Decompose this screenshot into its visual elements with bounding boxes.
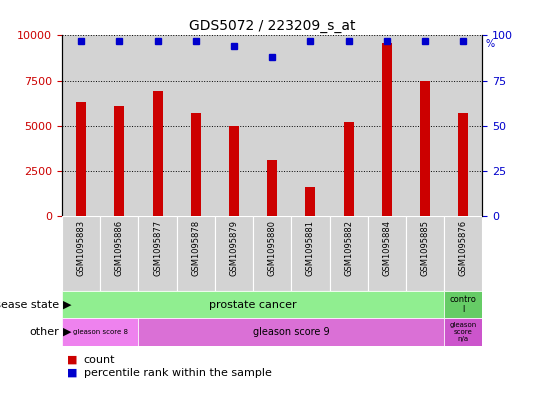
Bar <box>215 35 253 216</box>
Text: percentile rank within the sample: percentile rank within the sample <box>84 367 272 378</box>
Bar <box>291 216 329 291</box>
Bar <box>100 35 139 216</box>
Text: prostate cancer: prostate cancer <box>209 299 297 310</box>
Text: GSM1095885: GSM1095885 <box>420 220 430 276</box>
Bar <box>139 318 444 346</box>
Bar <box>382 42 392 216</box>
Text: GSM1095883: GSM1095883 <box>77 220 86 276</box>
Bar <box>406 216 444 291</box>
Bar <box>368 35 406 216</box>
Bar <box>406 35 444 216</box>
Text: GSM1095879: GSM1095879 <box>230 220 238 276</box>
Bar <box>62 318 139 346</box>
Bar <box>139 35 177 216</box>
Bar <box>177 35 215 216</box>
Bar <box>62 216 100 291</box>
Bar <box>139 216 177 291</box>
Bar <box>329 35 368 216</box>
Bar <box>444 35 482 216</box>
Text: disease state: disease state <box>0 299 59 310</box>
Bar <box>344 122 354 216</box>
Text: gleason score 9: gleason score 9 <box>253 327 330 337</box>
Bar <box>114 106 125 216</box>
Bar <box>177 216 215 291</box>
Bar <box>253 35 291 216</box>
Text: ▶: ▶ <box>63 327 72 337</box>
Bar <box>329 216 368 291</box>
Text: GSM1095881: GSM1095881 <box>306 220 315 276</box>
Bar <box>62 35 100 216</box>
Bar <box>444 216 482 291</box>
Bar <box>253 216 291 291</box>
Text: ■: ■ <box>67 367 78 378</box>
Bar <box>153 92 162 216</box>
Bar <box>306 187 315 216</box>
Text: GSM1095877: GSM1095877 <box>153 220 162 276</box>
Text: GSM1095878: GSM1095878 <box>191 220 201 276</box>
Bar <box>100 216 139 291</box>
Bar <box>458 113 468 216</box>
Title: GDS5072 / 223209_s_at: GDS5072 / 223209_s_at <box>189 19 355 33</box>
Text: gleason score 8: gleason score 8 <box>73 329 128 335</box>
Text: GSM1095886: GSM1095886 <box>115 220 124 276</box>
Text: GSM1095876: GSM1095876 <box>459 220 468 276</box>
Text: contro
l: contro l <box>450 295 476 314</box>
Text: other: other <box>30 327 59 337</box>
Bar <box>267 160 277 216</box>
Bar <box>420 81 430 216</box>
Text: GSM1095882: GSM1095882 <box>344 220 353 276</box>
Text: count: count <box>84 354 115 365</box>
Text: ▶: ▶ <box>63 299 72 310</box>
Text: GSM1095880: GSM1095880 <box>268 220 277 276</box>
Bar <box>444 291 482 318</box>
Text: GSM1095884: GSM1095884 <box>382 220 391 276</box>
Text: %: % <box>485 39 494 49</box>
Text: gleason
score
n/a: gleason score n/a <box>450 322 477 342</box>
Bar <box>215 216 253 291</box>
Text: ■: ■ <box>67 354 78 365</box>
Bar <box>76 102 86 216</box>
Bar <box>291 35 329 216</box>
Bar <box>444 318 482 346</box>
Bar <box>191 113 201 216</box>
Bar <box>368 216 406 291</box>
Bar <box>229 126 239 216</box>
